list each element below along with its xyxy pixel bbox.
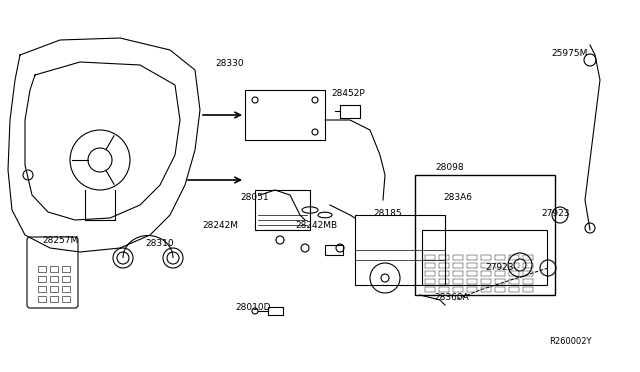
Bar xyxy=(453,271,463,276)
Bar xyxy=(425,255,435,260)
Text: 28257M: 28257M xyxy=(42,235,78,244)
Text: 28051: 28051 xyxy=(241,192,269,202)
Bar xyxy=(439,271,449,276)
Bar xyxy=(62,296,70,302)
Bar xyxy=(325,245,343,255)
Text: 28310: 28310 xyxy=(146,238,174,247)
Bar xyxy=(523,263,533,268)
Text: 28185: 28185 xyxy=(374,208,403,218)
Text: 27923: 27923 xyxy=(541,208,570,218)
Text: 28010D: 28010D xyxy=(236,304,271,312)
Bar xyxy=(62,276,70,282)
Bar xyxy=(38,296,46,302)
Bar xyxy=(38,266,46,272)
Bar xyxy=(509,263,519,268)
Bar xyxy=(439,263,449,268)
Bar xyxy=(523,255,533,260)
Bar xyxy=(481,263,491,268)
Bar xyxy=(425,263,435,268)
Bar xyxy=(422,230,547,285)
Text: 27923: 27923 xyxy=(486,263,515,273)
Bar xyxy=(523,287,533,292)
Bar xyxy=(38,286,46,292)
Bar xyxy=(453,263,463,268)
Bar xyxy=(467,263,477,268)
Bar xyxy=(495,287,505,292)
Bar xyxy=(453,287,463,292)
Text: 25975M: 25975M xyxy=(552,48,588,58)
Bar xyxy=(495,255,505,260)
Text: 28330: 28330 xyxy=(216,58,244,67)
Bar xyxy=(453,279,463,284)
Text: 28242MB: 28242MB xyxy=(295,221,337,230)
Bar xyxy=(439,255,449,260)
Bar xyxy=(481,279,491,284)
Bar xyxy=(50,266,58,272)
Text: 28242M: 28242M xyxy=(202,221,238,230)
Bar xyxy=(481,255,491,260)
Bar xyxy=(523,271,533,276)
Bar xyxy=(255,190,310,230)
Bar xyxy=(268,307,283,315)
Text: 28360A: 28360A xyxy=(435,294,469,302)
Bar xyxy=(481,287,491,292)
Bar xyxy=(50,276,58,282)
Bar xyxy=(467,287,477,292)
Bar xyxy=(425,279,435,284)
Bar xyxy=(38,276,46,282)
Bar xyxy=(495,271,505,276)
Bar xyxy=(50,286,58,292)
Bar xyxy=(355,215,445,285)
Bar xyxy=(495,263,505,268)
Bar xyxy=(425,271,435,276)
Bar xyxy=(415,175,555,295)
Bar xyxy=(509,279,519,284)
Text: 283A6: 283A6 xyxy=(444,192,472,202)
Bar xyxy=(62,266,70,272)
Bar xyxy=(245,90,325,140)
Bar xyxy=(50,296,58,302)
Bar xyxy=(425,287,435,292)
Bar xyxy=(509,255,519,260)
Bar xyxy=(62,286,70,292)
Bar xyxy=(439,287,449,292)
Bar xyxy=(453,255,463,260)
Bar xyxy=(439,279,449,284)
Bar xyxy=(509,271,519,276)
Bar xyxy=(467,279,477,284)
Bar xyxy=(523,279,533,284)
Text: 28452P: 28452P xyxy=(331,89,365,97)
Text: R260002Y: R260002Y xyxy=(548,337,591,346)
Bar xyxy=(467,255,477,260)
Bar xyxy=(495,279,505,284)
Bar xyxy=(467,271,477,276)
Text: 28098: 28098 xyxy=(436,163,464,171)
Bar xyxy=(481,271,491,276)
Bar xyxy=(509,287,519,292)
